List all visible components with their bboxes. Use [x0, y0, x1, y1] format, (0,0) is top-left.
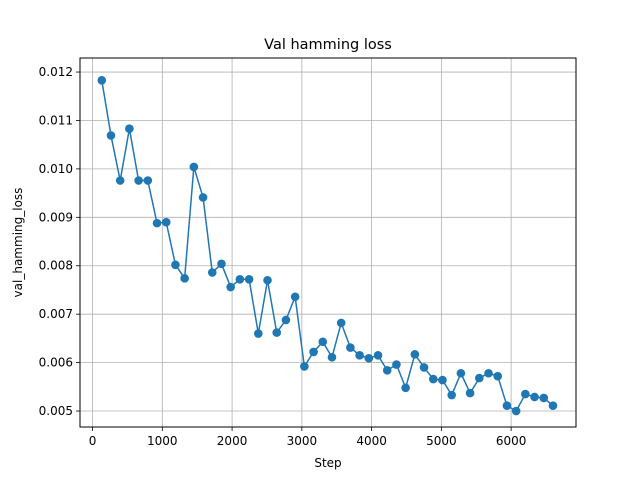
data-point	[549, 401, 558, 410]
data-point	[153, 219, 162, 228]
data-point	[217, 260, 226, 269]
data-point	[291, 292, 300, 301]
data-point	[208, 268, 217, 277]
data-point	[97, 76, 106, 85]
data-point	[503, 401, 512, 410]
data-point	[318, 337, 327, 346]
data-point	[199, 193, 208, 202]
data-point	[245, 275, 254, 284]
x-tick-label: 1000	[147, 434, 178, 448]
data-point	[144, 176, 153, 185]
y-tick-label: 0.011	[39, 113, 73, 127]
data-point	[365, 354, 374, 363]
y-tick-label: 0.010	[39, 162, 73, 176]
data-point	[263, 276, 272, 285]
data-point	[438, 376, 447, 385]
x-tick-label: 6000	[496, 434, 527, 448]
x-axis-label: Step	[314, 456, 341, 470]
data-point	[272, 328, 281, 337]
y-tick-label: 0.006	[39, 356, 73, 370]
data-point	[125, 124, 134, 133]
data-point	[411, 350, 420, 359]
data-point	[383, 366, 392, 375]
data-point	[374, 351, 383, 360]
data-point	[226, 283, 235, 292]
x-tick-label: 4000	[356, 434, 387, 448]
data-point	[512, 407, 521, 416]
data-point	[180, 274, 189, 283]
data-point	[328, 353, 337, 362]
data-point	[134, 176, 143, 185]
data-point	[337, 319, 346, 328]
data-point	[539, 394, 548, 403]
y-axis-label: val_hamming_loss	[11, 188, 25, 298]
data-point	[457, 369, 466, 378]
data-point	[346, 343, 355, 352]
data-point	[475, 374, 484, 383]
data-point	[392, 360, 401, 369]
data-point	[530, 393, 539, 402]
data-point	[401, 383, 410, 392]
x-tick-label: 5000	[426, 434, 457, 448]
data-point	[300, 362, 309, 371]
data-point	[162, 218, 171, 227]
data-point	[282, 316, 291, 325]
x-tick-label: 2000	[217, 434, 248, 448]
y-tick-label: 0.012	[39, 65, 73, 79]
x-tick-label: 0	[89, 434, 97, 448]
y-tick-label: 0.005	[39, 404, 73, 418]
data-point	[466, 389, 475, 398]
chart-title: Val hamming loss	[264, 37, 392, 53]
y-tick-label: 0.007	[39, 307, 73, 321]
data-point	[493, 372, 502, 381]
data-point	[420, 363, 429, 372]
data-point	[521, 390, 530, 399]
data-point	[254, 329, 263, 338]
data-point	[107, 131, 116, 140]
data-point	[355, 351, 364, 360]
y-tick-label: 0.009	[39, 210, 73, 224]
data-point	[447, 391, 456, 400]
data-point	[116, 176, 125, 185]
data-point	[236, 275, 245, 284]
data-point	[309, 348, 318, 357]
x-tick-label: 3000	[287, 434, 318, 448]
y-tick-label: 0.008	[39, 259, 73, 273]
data-point	[429, 375, 438, 384]
data-point	[190, 163, 199, 172]
data-point	[171, 260, 180, 269]
data-point	[484, 369, 493, 378]
